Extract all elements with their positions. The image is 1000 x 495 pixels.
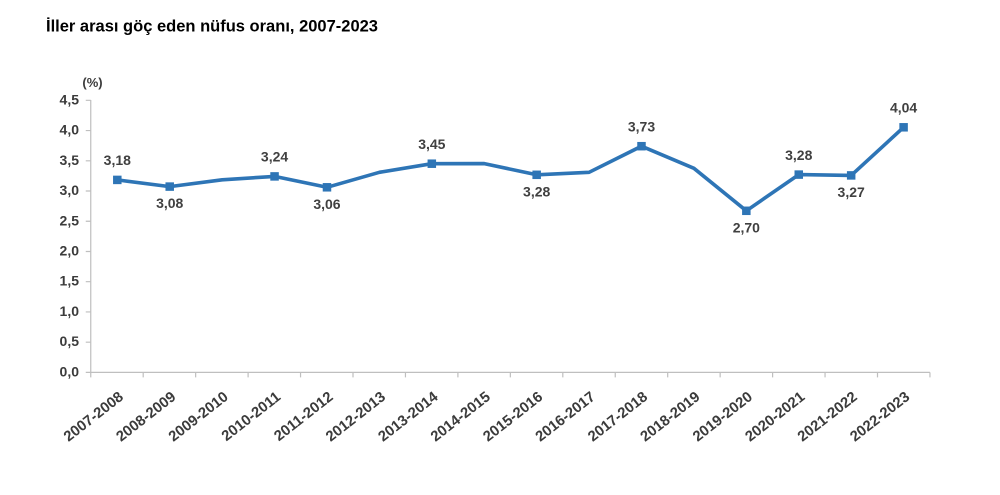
svg-text:1,5: 1,5 [60, 273, 80, 289]
svg-text:3,0: 3,0 [60, 182, 80, 198]
svg-text:3,45: 3,45 [418, 136, 445, 152]
svg-text:2,70: 2,70 [733, 219, 760, 235]
svg-text:4,04: 4,04 [890, 100, 917, 116]
svg-text:3,18: 3,18 [104, 152, 131, 168]
svg-text:3,28: 3,28 [785, 147, 812, 163]
svg-text:2,0: 2,0 [60, 242, 80, 258]
svg-text:0,5: 0,5 [60, 333, 80, 349]
svg-text:(%): (%) [82, 75, 102, 90]
svg-text:0,0: 0,0 [60, 363, 80, 379]
svg-text:3,28: 3,28 [523, 183, 550, 199]
svg-text:1,0: 1,0 [60, 303, 80, 319]
svg-text:3,06: 3,06 [313, 196, 340, 212]
svg-text:3,73: 3,73 [628, 119, 655, 135]
svg-text:İller arası göç eden nüfus ora: İller arası göç eden nüfus oranı, 2007-2… [46, 18, 378, 36]
svg-text:3,27: 3,27 [838, 184, 865, 200]
svg-text:3,5: 3,5 [60, 152, 80, 168]
svg-text:3,24: 3,24 [261, 149, 288, 165]
svg-text:2,5: 2,5 [60, 212, 80, 228]
svg-text:4,0: 4,0 [60, 122, 80, 138]
svg-text:4,5: 4,5 [60, 91, 80, 107]
svg-text:3,08: 3,08 [156, 195, 183, 211]
